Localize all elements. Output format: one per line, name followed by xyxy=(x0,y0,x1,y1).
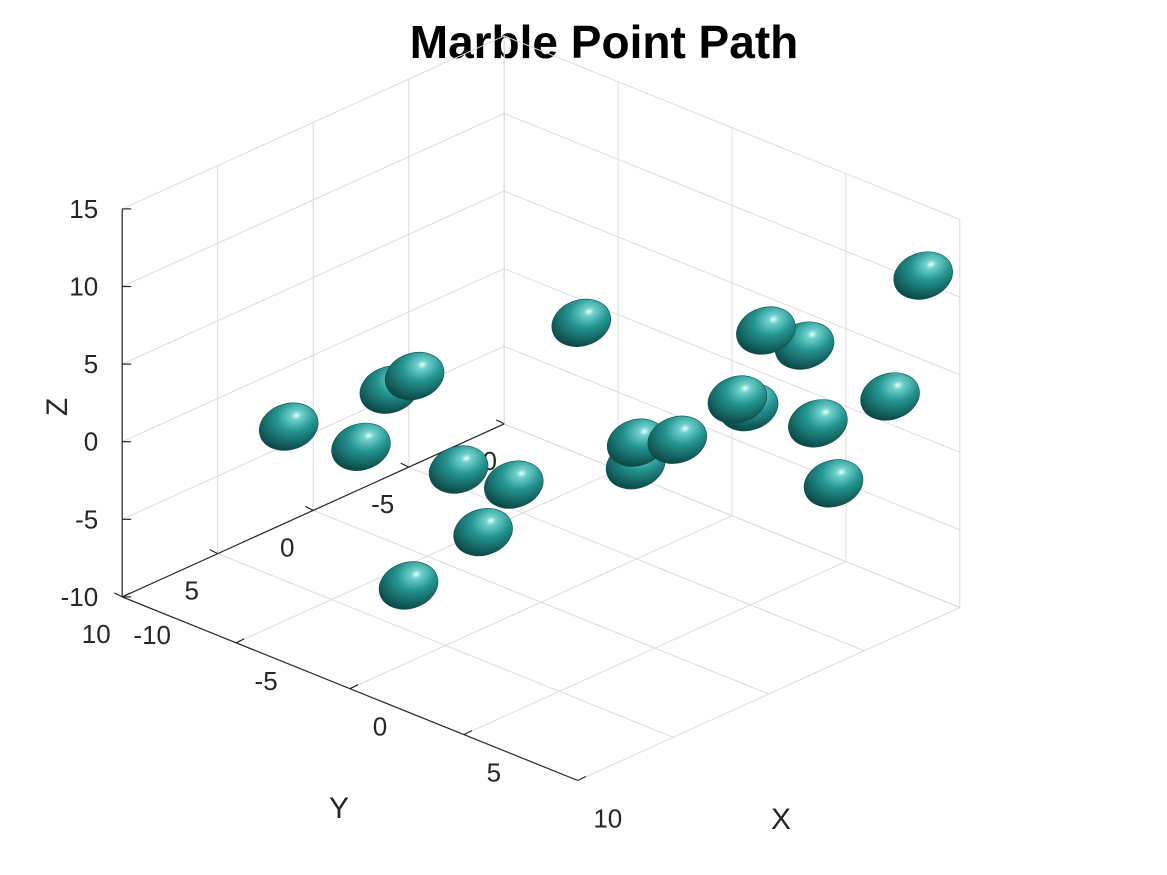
marble-marker xyxy=(384,352,445,401)
y-tick-mark xyxy=(113,592,123,598)
grid-line xyxy=(313,509,769,695)
marble-marker xyxy=(378,561,439,610)
marble-marker xyxy=(259,402,319,451)
grid-line xyxy=(121,113,505,287)
y-tick-mark xyxy=(209,549,218,555)
x-tick-label: 5 xyxy=(487,758,501,788)
grid-line xyxy=(217,553,674,738)
z-tick-label: 5 xyxy=(84,349,98,379)
marble-marker xyxy=(736,306,796,355)
x-tick-mark xyxy=(349,684,359,690)
grid-line xyxy=(504,113,960,298)
x-tick-label: -10 xyxy=(133,620,171,650)
x-tick-mark xyxy=(121,592,131,598)
y-axis-label: Y xyxy=(329,792,349,825)
z-tick-label: 0 xyxy=(84,427,98,457)
data-markers xyxy=(259,251,953,610)
y-tick-label: 10 xyxy=(82,619,111,649)
marble-marker xyxy=(331,422,391,471)
grid-line xyxy=(121,190,505,365)
z-tick-label: -5 xyxy=(75,504,98,534)
y-tick-label: 0 xyxy=(280,532,294,562)
grid-lines xyxy=(121,35,961,781)
grid-line xyxy=(504,35,960,220)
marble-marker xyxy=(860,372,920,421)
x-tick-label: 10 xyxy=(593,804,622,834)
marble-marker xyxy=(788,399,848,448)
marble-marker xyxy=(707,375,768,424)
y-tick-mark xyxy=(304,505,314,511)
x-axis-label: X xyxy=(771,803,791,836)
y-tick-label: 5 xyxy=(184,576,198,606)
marble-marker xyxy=(551,298,611,347)
z-tick-label: 15 xyxy=(69,194,98,224)
y-tick-mark xyxy=(495,419,505,425)
grid-line xyxy=(408,466,865,652)
marble-marker xyxy=(893,251,953,300)
x-tick-label: -5 xyxy=(255,666,278,696)
z-tick-label: -10 xyxy=(61,582,99,612)
x-tick-mark xyxy=(577,775,587,782)
marble-marker xyxy=(453,508,513,557)
grid-line xyxy=(121,35,505,210)
grid-line xyxy=(504,190,960,376)
y-tick-label: -5 xyxy=(371,489,394,519)
marble-marker xyxy=(428,445,489,494)
x-tick-label: 0 xyxy=(373,712,387,742)
grid-line xyxy=(121,268,505,443)
z-tick-label: 10 xyxy=(69,272,98,302)
x-tick-mark xyxy=(235,638,245,644)
y-tick-mark xyxy=(400,462,409,468)
marble-marker xyxy=(803,459,864,508)
chart-title: Marble Point Path xyxy=(410,16,798,68)
marble-marker xyxy=(647,415,708,464)
marble-marker xyxy=(484,460,544,509)
x-tick-mark xyxy=(463,730,473,736)
grid-line xyxy=(504,423,960,608)
z-axis-label: Z xyxy=(41,398,74,416)
grid-line xyxy=(504,345,960,531)
y-axis-line xyxy=(121,423,505,598)
axis-lines xyxy=(113,208,587,782)
